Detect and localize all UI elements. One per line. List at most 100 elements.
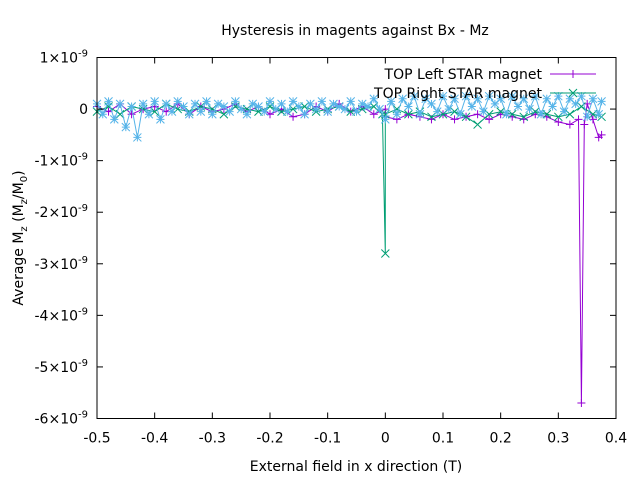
data-point xyxy=(571,99,580,109)
data-point xyxy=(288,96,298,106)
data-point xyxy=(519,112,529,122)
data-point xyxy=(450,115,459,124)
data-point xyxy=(289,112,298,121)
y-tick-label: -6×10-9 xyxy=(35,410,89,428)
x-tick-label: -0.3 xyxy=(199,431,226,447)
data-point xyxy=(421,94,431,104)
data-point xyxy=(323,107,333,117)
data-point xyxy=(461,91,471,101)
data-point xyxy=(473,94,482,104)
data-point xyxy=(513,102,523,111)
y-axis-label-part: (M xyxy=(11,204,27,226)
data-point xyxy=(565,94,575,104)
y-axis-label-part: ) xyxy=(11,170,27,175)
data-point xyxy=(530,91,540,101)
data-point xyxy=(502,109,511,119)
data-point xyxy=(242,109,252,119)
x-tick-label: 0.1 xyxy=(432,431,454,447)
data-point xyxy=(554,117,563,126)
data-point xyxy=(196,107,206,117)
data-point xyxy=(455,109,465,119)
data-point xyxy=(597,96,606,106)
data-point xyxy=(127,102,136,111)
y-tick-label: -4×10-9 xyxy=(35,306,89,324)
data-point xyxy=(485,115,494,124)
series-3 xyxy=(92,91,606,142)
data-point xyxy=(409,91,419,101)
y-tick-label: -3×10-9 xyxy=(35,255,89,273)
x-tick-label: -0.2 xyxy=(256,431,283,447)
data-point xyxy=(190,99,200,109)
data-point xyxy=(525,104,534,114)
data-point xyxy=(121,122,131,132)
data-point xyxy=(357,99,367,109)
data-point xyxy=(115,99,125,109)
legend-label: TOP Left STAR magnet xyxy=(384,67,543,83)
data-point xyxy=(363,102,373,111)
tick-layer: -0.5 -0.4 -0.3 -0.2 -0.1 0 0.1 0.2 0.3 0.4 1×10-9 0… xyxy=(35,49,628,447)
x-tick-label: -0.1 xyxy=(314,431,341,447)
data-point xyxy=(98,109,108,119)
data-point xyxy=(565,120,574,129)
data-point xyxy=(202,96,211,106)
y-axis-label-part: 0 xyxy=(19,176,30,182)
data-point xyxy=(375,104,384,114)
data-point xyxy=(340,104,350,114)
data-point xyxy=(144,109,154,119)
y-axis-label-part: Average M xyxy=(11,232,27,306)
y-tick-label: -1×10-9 xyxy=(35,152,89,170)
y-tick-label: 0 xyxy=(79,102,88,118)
data-point xyxy=(594,109,604,119)
data-point xyxy=(317,96,327,106)
y-axis-label-part: /M xyxy=(11,182,27,199)
data-point xyxy=(282,107,292,117)
data-point xyxy=(496,94,506,104)
data-point xyxy=(184,109,194,119)
data-point xyxy=(553,91,563,101)
data-point xyxy=(519,94,529,104)
data-point xyxy=(507,91,517,101)
data-point xyxy=(265,96,275,106)
data-point xyxy=(380,249,390,258)
data-point xyxy=(392,109,402,119)
data-point xyxy=(156,115,165,124)
data-point xyxy=(150,96,160,106)
data-point xyxy=(548,102,557,111)
data-point xyxy=(484,91,494,101)
data-point xyxy=(213,99,223,109)
data-point xyxy=(259,107,269,117)
data-point xyxy=(597,130,606,139)
data-point xyxy=(404,102,413,111)
data-point xyxy=(369,94,379,104)
data-point xyxy=(306,99,315,109)
legend: TOP Left STAR magnet TOP Right STAR magne… xyxy=(373,67,596,102)
data-point xyxy=(109,115,119,124)
data-point xyxy=(346,96,356,106)
x-tick-label: -0.5 xyxy=(83,431,110,447)
data-point xyxy=(207,109,217,119)
data-point xyxy=(536,109,546,119)
data-point xyxy=(415,109,425,119)
data-point xyxy=(559,107,569,117)
data-point xyxy=(490,99,500,109)
chart-title: Hysteresis in magents against Bx - Mz xyxy=(221,23,489,39)
data-point xyxy=(294,102,304,111)
legend-label: TOP Right STAR magnet xyxy=(373,86,542,102)
data-point xyxy=(133,133,142,142)
data-point xyxy=(167,107,177,117)
data-point xyxy=(404,109,413,119)
data-point xyxy=(271,104,281,114)
x-tick-label: 0 xyxy=(381,431,390,447)
y-tick-label: -2×10-9 xyxy=(35,203,89,221)
series-2 xyxy=(92,99,606,258)
data-point xyxy=(569,70,577,78)
series-line xyxy=(96,103,602,404)
x-tick-label: 0.3 xyxy=(547,431,569,447)
data-point xyxy=(568,88,578,98)
y-tick-label: -5×10-9 xyxy=(35,358,89,376)
y-axis-label: Average Mz (Mz/M0) xyxy=(11,170,30,305)
y-tick-label: 1×10-9 xyxy=(40,49,88,67)
data-point xyxy=(380,115,390,124)
data-point xyxy=(473,120,482,129)
data-point xyxy=(248,99,258,109)
